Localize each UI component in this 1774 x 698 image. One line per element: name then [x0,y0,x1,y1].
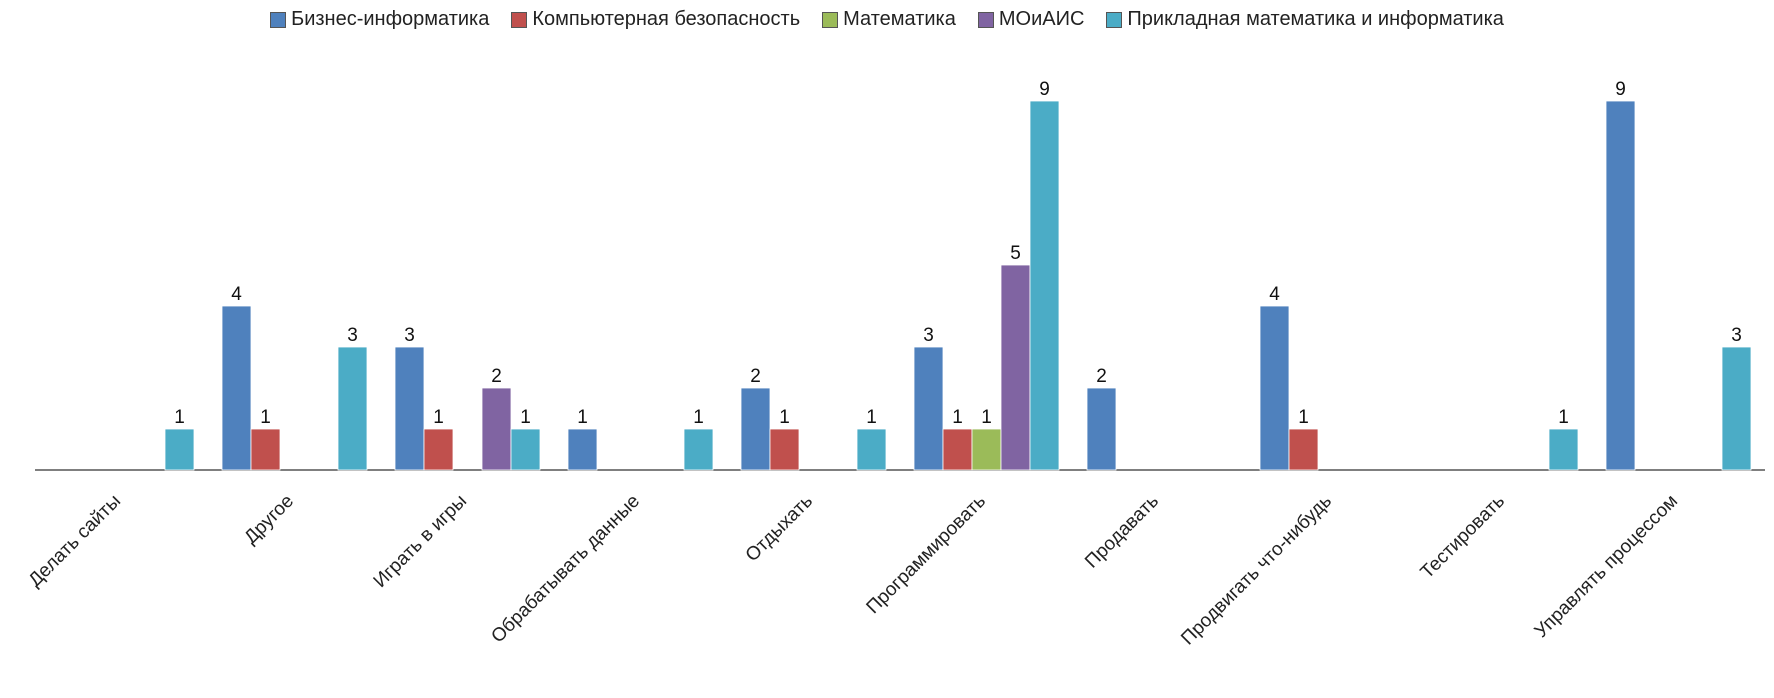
data-label: 4 [231,284,242,305]
bar [769,428,800,471]
bar [481,387,512,471]
data-label: 3 [347,325,358,346]
data-label: 1 [433,407,444,428]
legend-label: Бизнес-информатика [291,8,490,30]
bar [510,428,541,471]
bar [856,428,887,471]
data-label: 1 [260,407,271,428]
data-label: 2 [750,366,761,387]
data-label: 3 [404,325,415,346]
data-label: 1 [981,407,992,428]
data-label: 1 [174,407,185,428]
data-label: 1 [1298,407,1309,428]
bar [221,305,252,471]
data-label: 1 [577,407,588,428]
legend-label: МОиАИС [998,8,1085,30]
bar [942,428,973,471]
bar [683,428,714,471]
data-label: 9 [1039,79,1050,100]
bar [1288,428,1319,471]
legend-swatch [977,11,994,28]
data-label: 9 [1615,79,1626,100]
legend-item: Прикладная математика и информатика [1106,8,1504,31]
bar [394,346,425,471]
legend-swatch [1106,11,1123,28]
legend: Бизнес-информатика Компьютерная безопасно… [0,8,1774,31]
data-label: 4 [1269,284,1280,305]
legend-swatch [822,11,839,28]
legend-item: МОиАИС [977,8,1085,31]
bar [337,346,368,471]
category-label: Играть в игры [370,491,471,592]
data-label: 2 [491,366,502,387]
bar [913,346,944,471]
legend-swatch [270,11,287,28]
category-label: Тестировать [1417,491,1509,583]
legend-label: Математика [843,8,956,30]
data-label: 1 [866,407,877,428]
bar [1086,387,1117,471]
bar [1605,100,1636,471]
data-label: 1 [1558,407,1569,428]
category-label: Делать сайты [25,491,125,591]
category-label: Программировать [863,491,991,619]
category-label: Продвигать что-нибудь [1177,491,1336,650]
data-label: 5 [1010,243,1021,264]
legend-item: Бизнес-информатика [270,8,489,31]
bar [1548,428,1579,471]
category-label: Управлять процессом [1531,491,1682,642]
bar [250,428,281,471]
category-label: Отдыхать [742,491,817,566]
category-label: Другое [240,491,298,549]
data-label: 3 [923,325,934,346]
legend-item: Компьютерная безопасность [511,8,800,31]
bar [1029,100,1060,471]
bar [971,428,1002,471]
legend-swatch [511,11,528,28]
data-label: 3 [1731,325,1742,346]
legend-item: Математика [822,8,956,31]
bar [423,428,454,471]
bar [1000,264,1031,471]
bar [1721,346,1752,471]
bar [164,428,195,471]
legend-label: Прикладная математика и информатика [1127,8,1504,30]
category-label: Обрабатывать данные [487,491,644,648]
data-label: 2 [1096,366,1107,387]
bar [740,387,771,471]
data-label: 1 [520,407,531,428]
bar [1259,305,1290,471]
data-label: 1 [779,407,790,428]
data-label: 1 [952,407,963,428]
bar [567,428,598,471]
data-label: 1 [693,407,704,428]
category-label: Продавать [1081,491,1163,573]
legend-label: Компьютерная безопасность [532,8,801,30]
